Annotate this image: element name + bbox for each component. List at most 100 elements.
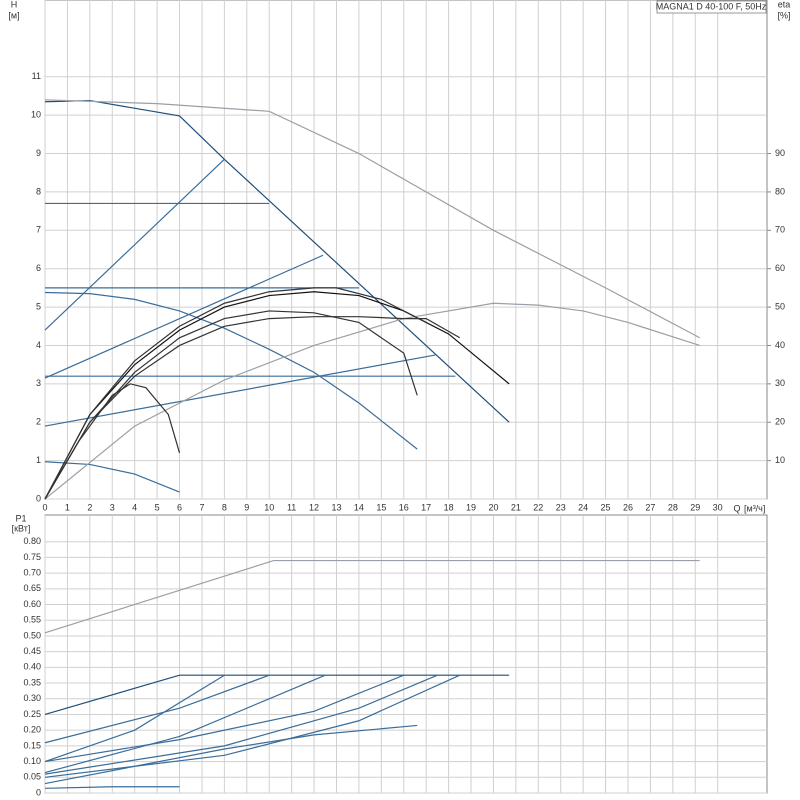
- x-tick-label: 25: [601, 502, 611, 512]
- x-tick-label: 15: [376, 502, 386, 512]
- y-tick-label: 0.45: [23, 646, 41, 656]
- x-axis-label: Q: [733, 503, 740, 513]
- y-tick-label: 4: [36, 340, 41, 350]
- y-tick-label: 0.55: [23, 615, 41, 625]
- y-tick-label: 1: [36, 455, 41, 465]
- plot-frame: [44, 514, 768, 794]
- curve: [44, 316, 461, 500]
- legend-box: [656, 0, 767, 14]
- x-tick-label: 5: [155, 502, 160, 512]
- y2-tick-label: 70: [775, 225, 785, 235]
- y-axis-label: H: [11, 0, 18, 9]
- curve: [44, 724, 418, 785]
- y-axis-unit: [кВт]: [12, 523, 31, 533]
- y-tick-label: 0.40: [23, 662, 41, 672]
- y-tick-label: 0.50: [23, 630, 41, 640]
- y-tick-label: 10: [31, 110, 41, 120]
- y2-tick-label: 90: [775, 148, 785, 158]
- y-tick-label: 0.75: [23, 552, 41, 562]
- y-tick-label: 0.65: [23, 583, 41, 593]
- curve: [44, 302, 700, 500]
- x-tick-label: 7: [199, 502, 204, 512]
- curve: [44, 559, 700, 634]
- x-tick-label: 0: [42, 502, 47, 512]
- x-tick-label: 2: [87, 502, 92, 512]
- y-tick-label: 0.30: [23, 693, 41, 703]
- y-tick-label: 0.15: [23, 740, 41, 750]
- y-tick-label: 0.60: [23, 599, 41, 609]
- y2-axis-label: eta: [778, 0, 791, 9]
- y-tick-label: 3: [36, 378, 41, 388]
- x-tick-label: 22: [533, 502, 543, 512]
- curve: [44, 158, 225, 331]
- legend-text: MAGNA1 D 40-100 F, 50Hz: [656, 1, 767, 11]
- y-tick-label: 2: [36, 417, 41, 427]
- x-tick-label: 26: [623, 502, 633, 512]
- y-tick-label: 0.10: [23, 756, 41, 766]
- x-tick-label: 30: [713, 502, 723, 512]
- x-tick-label: 27: [645, 502, 655, 512]
- curve: [44, 786, 180, 789]
- y-tick-label: 8: [36, 186, 41, 196]
- y2-tick-label: 20: [775, 417, 785, 427]
- y2-tick-label: 10: [775, 455, 785, 465]
- curve: [44, 310, 418, 500]
- x-tick-label: 24: [578, 502, 588, 512]
- x-tick-label: 8: [222, 502, 227, 512]
- y2-tick-label: 50: [775, 301, 785, 311]
- x-tick-label: 14: [354, 502, 364, 512]
- curve: [44, 674, 270, 744]
- y-tick-label: 0.70: [23, 567, 41, 577]
- y-tick-label: 9: [36, 148, 41, 158]
- x-tick-label: 21: [511, 502, 521, 512]
- x-tick-label: 13: [331, 502, 341, 512]
- y2-axis-unit: [%]: [777, 10, 790, 20]
- y-tick-label: 0.20: [23, 725, 41, 735]
- curve: [44, 674, 404, 763]
- y-tick-label: 0.35: [23, 677, 41, 687]
- curve: [44, 291, 418, 450]
- y-tick-label: 0.25: [23, 709, 41, 719]
- x-tick-label: 29: [690, 502, 700, 512]
- y-axis-label: P1: [15, 513, 26, 523]
- y-tick-label: 0.05: [23, 772, 41, 782]
- plot-frame: [44, 0, 768, 500]
- x-tick-label: 12: [309, 502, 319, 512]
- curve: [44, 287, 427, 500]
- curve: [44, 674, 225, 763]
- curve: [44, 354, 436, 427]
- x-tick-label: 17: [421, 502, 431, 512]
- x-tick-label: 23: [556, 502, 566, 512]
- y-tick-label: 6: [36, 263, 41, 273]
- y-axis-unit: [м]: [8, 10, 19, 20]
- x-tick-label: 9: [244, 502, 249, 512]
- x-tick-label: 28: [668, 502, 678, 512]
- x-axis-unit: [м³/ч]: [744, 503, 765, 513]
- y2-tick-label: 40: [775, 340, 785, 350]
- curve: [44, 99, 701, 339]
- y-tick-label: 0.80: [23, 536, 41, 546]
- curve: [44, 674, 510, 716]
- curve: [44, 674, 326, 774]
- x-tick-label: 1: [65, 502, 70, 512]
- x-tick-label: 20: [488, 502, 498, 512]
- x-tick-label: 16: [399, 502, 409, 512]
- x-tick-label: 3: [110, 502, 115, 512]
- x-tick-label: 6: [177, 502, 182, 512]
- x-tick-label: 4: [132, 502, 137, 512]
- x-tick-label: 19: [466, 502, 476, 512]
- y-tick-label: 5: [36, 301, 41, 311]
- y-tick-label: 0: [36, 787, 41, 797]
- y2-tick-label: 30: [775, 378, 785, 388]
- y-tick-label: 0: [36, 493, 41, 503]
- y-tick-label: 11: [32, 71, 41, 81]
- curve: [44, 674, 438, 775]
- curve: [44, 99, 510, 423]
- curve: [44, 461, 180, 493]
- y2-tick-label: 80: [775, 186, 785, 196]
- x-tick-label: 18: [444, 502, 454, 512]
- y2-tick-label: 60: [775, 263, 785, 273]
- y-tick-label: 7: [36, 225, 41, 235]
- x-tick-label: 11: [287, 502, 296, 512]
